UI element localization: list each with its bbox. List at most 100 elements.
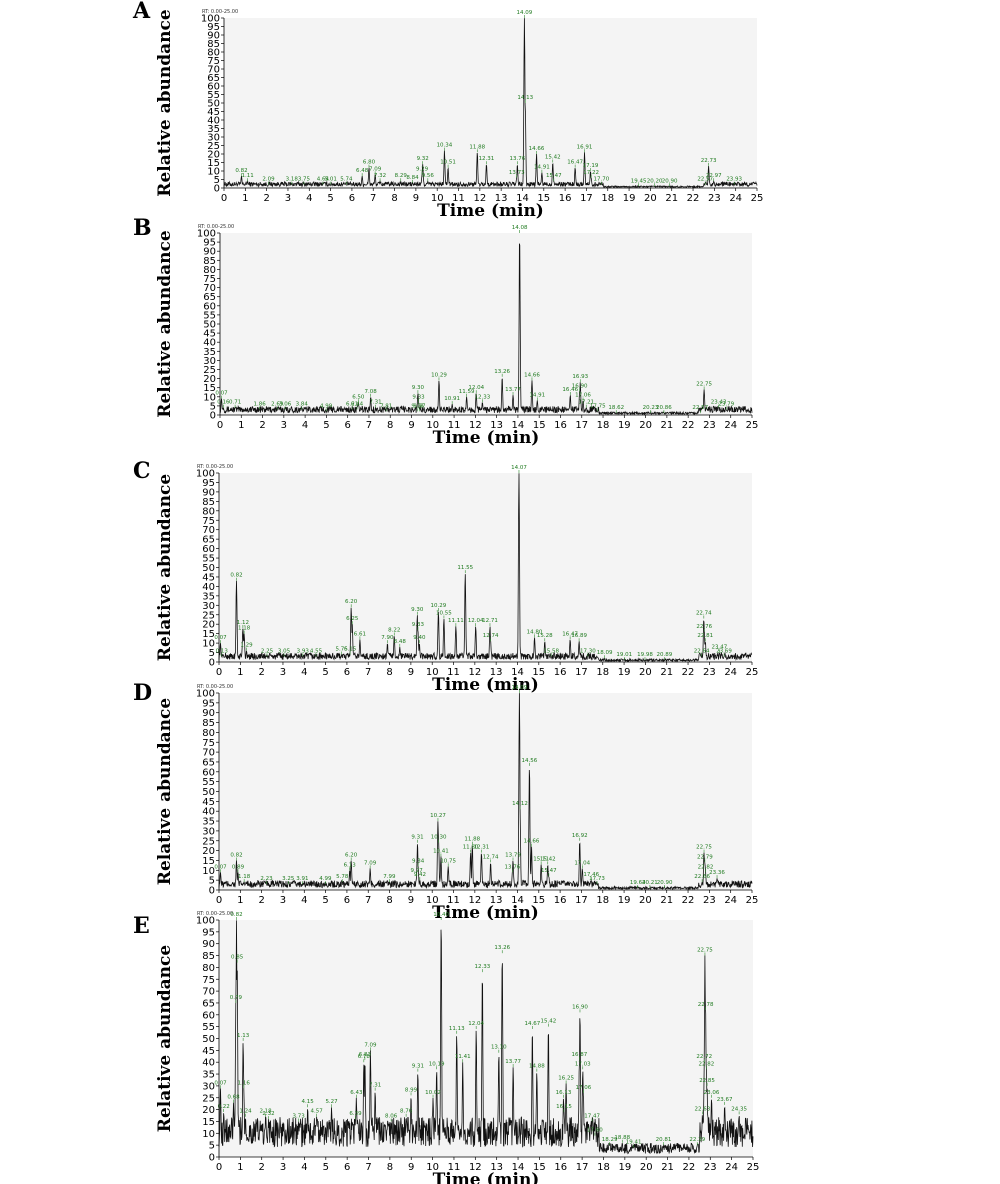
peak-label: 10.29 <box>431 603 447 609</box>
peak-label: 1.24 <box>239 1109 252 1115</box>
y-tick-label: 40 <box>207 116 220 127</box>
peak-label: 22.57 <box>697 177 713 183</box>
peak-label: 13.73 <box>509 170 525 176</box>
chromatogram-trace <box>218 473 753 663</box>
y-tick-label: 50 <box>207 99 220 110</box>
x-tick-label: 20 <box>639 667 652 678</box>
y-tick-label: 45 <box>207 107 220 118</box>
y-tick-label: 90 <box>203 247 216 258</box>
peak-label: 17.19 <box>583 163 599 169</box>
x-tick-label: 4 <box>306 193 312 204</box>
x-tick-label: 21 <box>660 895 673 906</box>
peak-label: 4.57 <box>310 1109 323 1115</box>
chromatogram-trace <box>218 920 754 1155</box>
x-tick-label: 5 <box>327 193 333 204</box>
x-tick-label: 4 <box>302 420 308 431</box>
x-tick-label: 15 <box>533 420 546 431</box>
peak-label: 1.18 <box>238 626 251 632</box>
y-tick-label: 10 <box>203 392 216 403</box>
y-tick-label: 15 <box>202 629 215 640</box>
peak-label: 23.36 <box>709 870 725 876</box>
rt-range-label: RT: 0.00-25.00 <box>202 9 238 15</box>
x-tick-label: 19 <box>618 667 631 678</box>
x-tick-label: 9 <box>408 895 414 906</box>
x-tick-label: 10 <box>426 420 439 431</box>
peak-label: 2.69 <box>271 402 284 408</box>
x-tick-label: 8 <box>386 895 392 906</box>
peak-label: 12.04 <box>468 618 484 624</box>
peak-label: 22.82 <box>698 864 714 870</box>
peak-label: 6.13 <box>344 862 357 868</box>
peak-label: 8.84 <box>406 175 419 181</box>
x-tick-label: 3 <box>280 1162 286 1173</box>
y-tick-label: 20 <box>202 1105 215 1116</box>
peak-label: 23.47 <box>712 645 728 651</box>
peak-label: 4.99 <box>320 403 333 409</box>
peak-label: 5.74 <box>340 177 353 183</box>
peak-label: 17.06 <box>576 1085 592 1091</box>
peak-label: 12.04 <box>468 385 484 391</box>
peak-label: 0.79 <box>230 995 243 1001</box>
x-tick-label: 23 <box>703 667 716 678</box>
x-tick-label: 20 <box>639 420 652 431</box>
rt-range-label: RT: 0.00-25.00 <box>197 911 233 917</box>
y-tick-label: 90 <box>202 939 215 950</box>
peak-label: 20.90 <box>657 880 673 886</box>
y-tick-label: 95 <box>202 698 215 709</box>
x-tick-label: 13 <box>490 420 503 431</box>
x-tick-label: 16 <box>554 1162 567 1173</box>
y-tick-label: 80 <box>207 48 220 59</box>
x-tick-label: 10 <box>426 895 439 906</box>
peak-label: 22.79 <box>697 854 713 860</box>
x-tick-label: 10 <box>426 667 439 678</box>
peak-label: 5.01 <box>325 177 337 183</box>
peak-label: 23.93 <box>726 177 742 183</box>
y-tick-label: 25 <box>202 610 215 621</box>
y-tick-label: 80 <box>202 506 215 517</box>
peak-label: 9.33 <box>412 622 425 628</box>
peak-label: 14.80 <box>527 629 543 635</box>
peak-label: 0.82 <box>235 168 247 174</box>
peak-label: 13.79 <box>505 852 521 858</box>
y-tick-label: 80 <box>203 265 216 276</box>
y-tick-label: 80 <box>202 728 215 739</box>
y-tick-label: 20 <box>202 620 215 631</box>
peak-label: 0.07 <box>214 635 227 641</box>
y-tick-label: 25 <box>207 141 220 152</box>
peak-label: 22.85 <box>699 1078 715 1084</box>
peak-label: 6.78 <box>358 1054 371 1060</box>
x-tick-label: 2 <box>258 667 264 678</box>
peak-label: 0.71 <box>229 400 241 406</box>
peak-label: 13.76 <box>509 156 525 162</box>
peak-label: 9.30 <box>412 385 425 391</box>
peak-label: 19.45 <box>631 178 647 184</box>
peak-label: 5.27 <box>325 1099 338 1105</box>
y-tick-label: 15 <box>202 856 215 867</box>
peak-label: 13.10 <box>491 1045 507 1051</box>
peak-label: 12.71 <box>482 618 498 624</box>
peak-label: 9.29 <box>416 166 429 172</box>
peak-label: 16.25 <box>558 1076 574 1082</box>
x-tick-label: 8 <box>387 1162 393 1173</box>
peak-label: 3.93 <box>297 648 310 654</box>
y-tick-label: 10 <box>202 866 215 877</box>
peak-label: 0.16 <box>217 400 230 406</box>
peak-label: 22.75 <box>696 845 712 851</box>
peak-label: 9.42 <box>414 872 426 878</box>
peak-label: 9.28 <box>411 403 424 409</box>
rt-range-label: RT: 0.00-25.00 <box>197 464 233 470</box>
peak-label: 15.42 <box>540 856 556 862</box>
x-tick-label: 13 <box>490 1162 503 1173</box>
peak-label: 14.91 <box>534 165 550 171</box>
peak-label: 4.64 <box>317 177 330 183</box>
x-tick-label: 16 <box>554 420 567 431</box>
y-tick-label: 50 <box>202 787 215 798</box>
peak-label: 8.76 <box>400 1109 413 1115</box>
x-tick-label: 14 <box>512 420 525 431</box>
x-tick-label: 14 <box>512 1162 525 1173</box>
x-tick-label: 20 <box>640 1162 653 1173</box>
x-tick-label: 25 <box>746 420 759 431</box>
x-tick-label: 25 <box>746 895 759 906</box>
peak-label: 16.15 <box>556 1104 572 1110</box>
x-tick-label: 6 <box>349 193 355 204</box>
